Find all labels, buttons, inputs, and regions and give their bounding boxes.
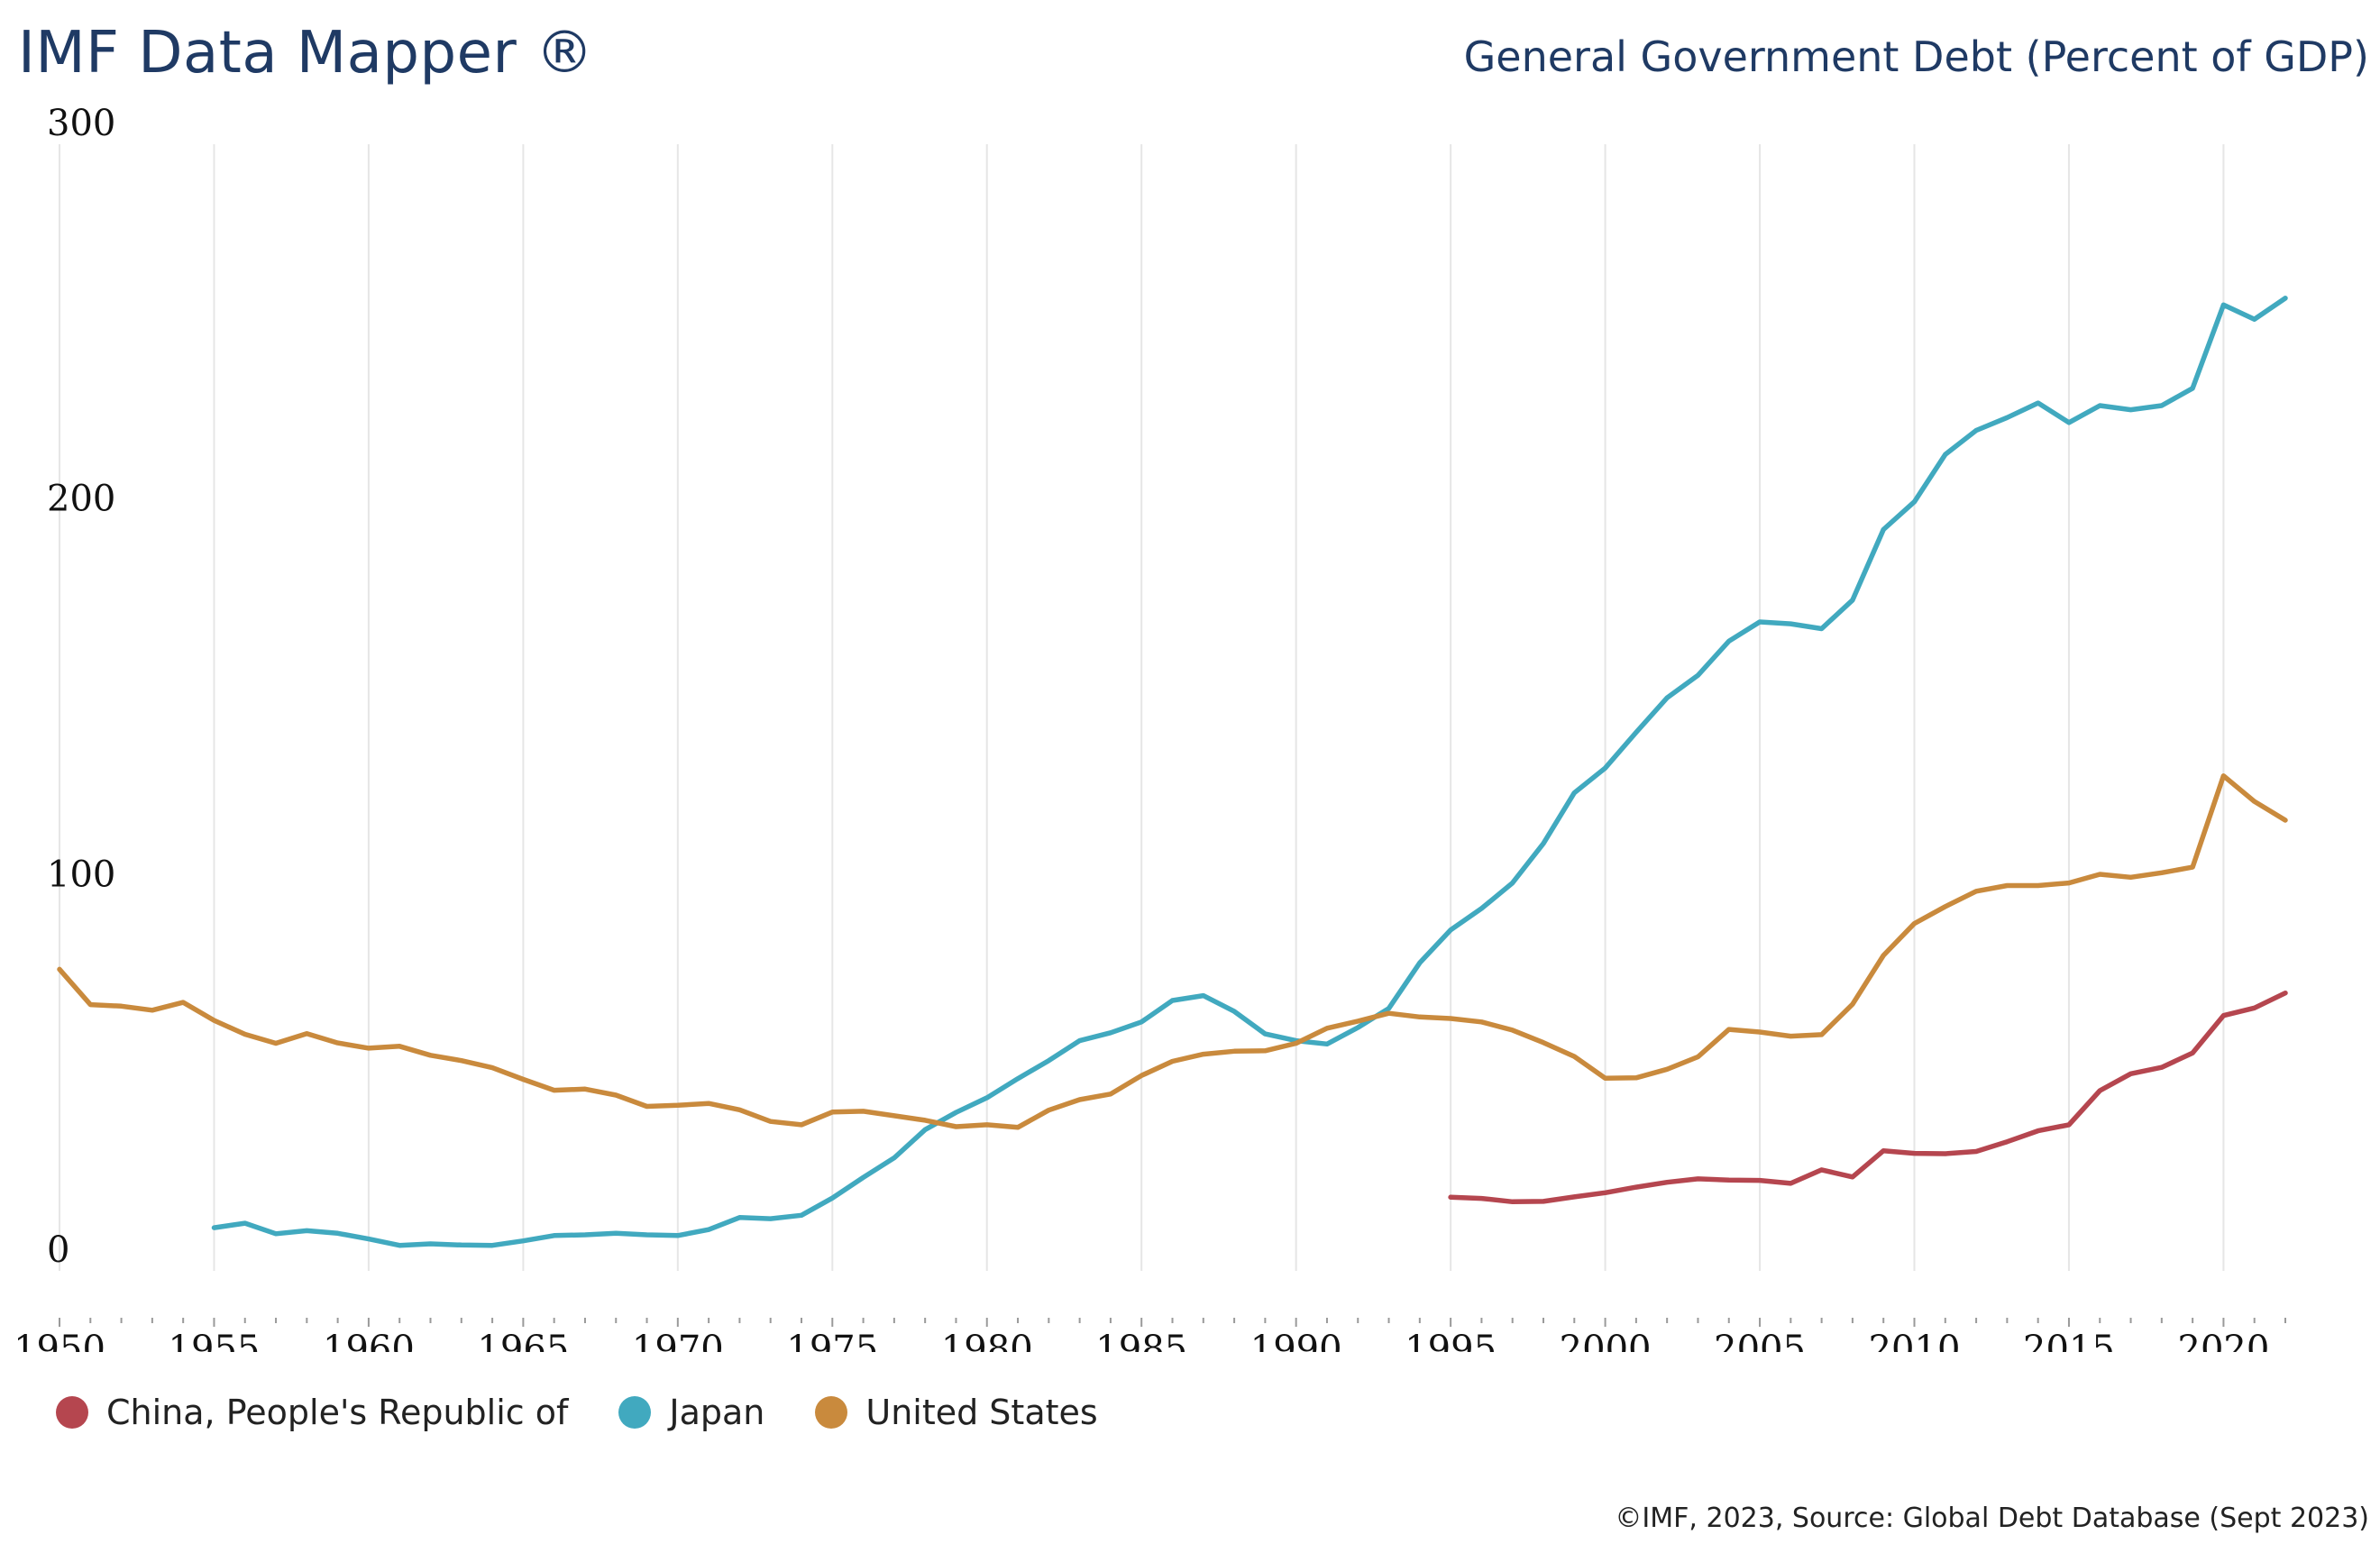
axis-ticks xyxy=(59,1318,2286,1327)
x-tick-label-1995: 1995 xyxy=(1405,1329,1497,1352)
x-tick-label-2000: 2000 xyxy=(1560,1329,1652,1352)
source-credit: ©IMF, 2023, Source: Global Debt Database… xyxy=(1615,1503,2369,1534)
x-tick-label-2020: 2020 xyxy=(2178,1329,2270,1352)
x-tick-label-1980: 1980 xyxy=(941,1329,1033,1352)
legend-label-united-states: United States xyxy=(865,1393,1098,1432)
legend-item-china[interactable]: China, People's Republic of xyxy=(56,1393,568,1432)
series-line-united-states[interactable] xyxy=(57,773,2288,1130)
series-line-japan[interactable] xyxy=(211,296,2288,1248)
x-tick-label-1970: 1970 xyxy=(632,1329,724,1352)
x-tick-label-1950: 1950 xyxy=(14,1329,105,1352)
legend-item-united-states[interactable]: United States xyxy=(815,1393,1098,1432)
y-tick-label-0: 0 xyxy=(47,1229,69,1271)
x-tick-label-1975: 1975 xyxy=(786,1329,878,1352)
series-line-china-people-s-republic-of[interactable] xyxy=(1448,990,2288,1205)
x-tick-label-1955: 1955 xyxy=(169,1329,261,1352)
legend-label-japan: Japan xyxy=(669,1393,765,1432)
x-tick-label-1965: 1965 xyxy=(477,1329,569,1352)
grid-lines xyxy=(59,144,2225,1271)
x-tick-label-2005: 2005 xyxy=(1714,1329,1806,1352)
x-tick-label-1960: 1960 xyxy=(323,1329,415,1352)
legend-swatch-japan xyxy=(618,1396,652,1429)
y-tick-label-100: 100 xyxy=(47,854,115,895)
x-tick-label-2015: 2015 xyxy=(2023,1329,2115,1352)
x-tick-label-2010: 2010 xyxy=(1869,1329,1961,1352)
axis-labels: 1950 1955 1960 1965 1970 1975 1980 1985 1990 1995… xyxy=(14,103,2269,1352)
legend-item-japan[interactable]: Japan xyxy=(618,1393,764,1432)
chart-legend: China, People's Republic of Japan United… xyxy=(56,1393,1149,1432)
x-tick-label-1985: 1985 xyxy=(1095,1329,1187,1352)
legend-swatch-united-states xyxy=(815,1396,848,1429)
line-chart: 1950 1955 1960 1965 1970 1975 1980 1985 1990 1995… xyxy=(14,103,2288,1352)
series-lines xyxy=(57,296,2288,1248)
legend-swatch-china xyxy=(56,1396,88,1429)
legend-label-china: China, People's Republic of xyxy=(106,1393,569,1432)
x-tick-label-1990: 1990 xyxy=(1250,1329,1342,1352)
y-tick-label-300: 300 xyxy=(47,103,115,144)
chart-title: General Government Debt (Percent of GDP) xyxy=(1463,32,2369,81)
app-brand-title: IMF Data Mapper ® xyxy=(18,20,594,87)
y-tick-label-200: 200 xyxy=(47,479,115,520)
